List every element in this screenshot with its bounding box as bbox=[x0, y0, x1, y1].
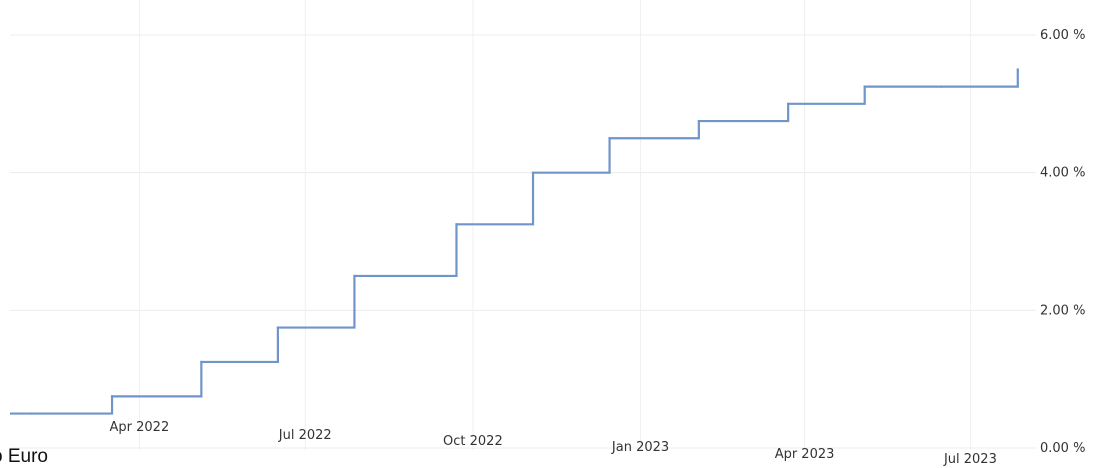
data-point bbox=[697, 119, 701, 123]
data-point bbox=[786, 102, 790, 106]
x-tick-label: Jul 2022 bbox=[278, 428, 332, 443]
data-point bbox=[940, 85, 943, 88]
y-axis: 0.00 % 2.00 % 4.00 % 6.00 % bbox=[1040, 28, 1085, 456]
grid-lines bbox=[10, 0, 1036, 450]
series-layer bbox=[10, 68, 1019, 415]
data-point bbox=[110, 395, 114, 398]
x-tick-label: Oct 2022 bbox=[443, 434, 503, 449]
x-tick-label: Jul 2023 bbox=[943, 452, 997, 467]
data-point bbox=[455, 223, 458, 226]
data-point bbox=[30, 412, 34, 415]
series-line bbox=[10, 69, 1019, 415]
data-point bbox=[863, 85, 866, 88]
data-point bbox=[531, 171, 535, 174]
x-axis: Apr 2022 Jul 2022 Oct 2022 Jan 2023 Apr 2023… bbox=[110, 420, 997, 467]
data-point bbox=[353, 274, 356, 278]
data-point bbox=[608, 137, 611, 140]
data-point bbox=[276, 326, 280, 329]
x-tick-label: Apr 2022 bbox=[110, 420, 170, 435]
y-tick-label: 4.00 % bbox=[1040, 166, 1085, 181]
y-tick-label: 2.00 % bbox=[1040, 303, 1085, 318]
y-tick-label: 6.00 % bbox=[1040, 28, 1085, 43]
x-tick-label: Apr 2023 bbox=[775, 447, 835, 462]
chart-caption: o Euro bbox=[0, 446, 48, 467]
y-tick-label: 0.00 % bbox=[1040, 441, 1085, 456]
data-point bbox=[1016, 68, 1019, 71]
x-tick-label: Jan 2023 bbox=[611, 440, 669, 455]
data-point bbox=[200, 360, 203, 364]
